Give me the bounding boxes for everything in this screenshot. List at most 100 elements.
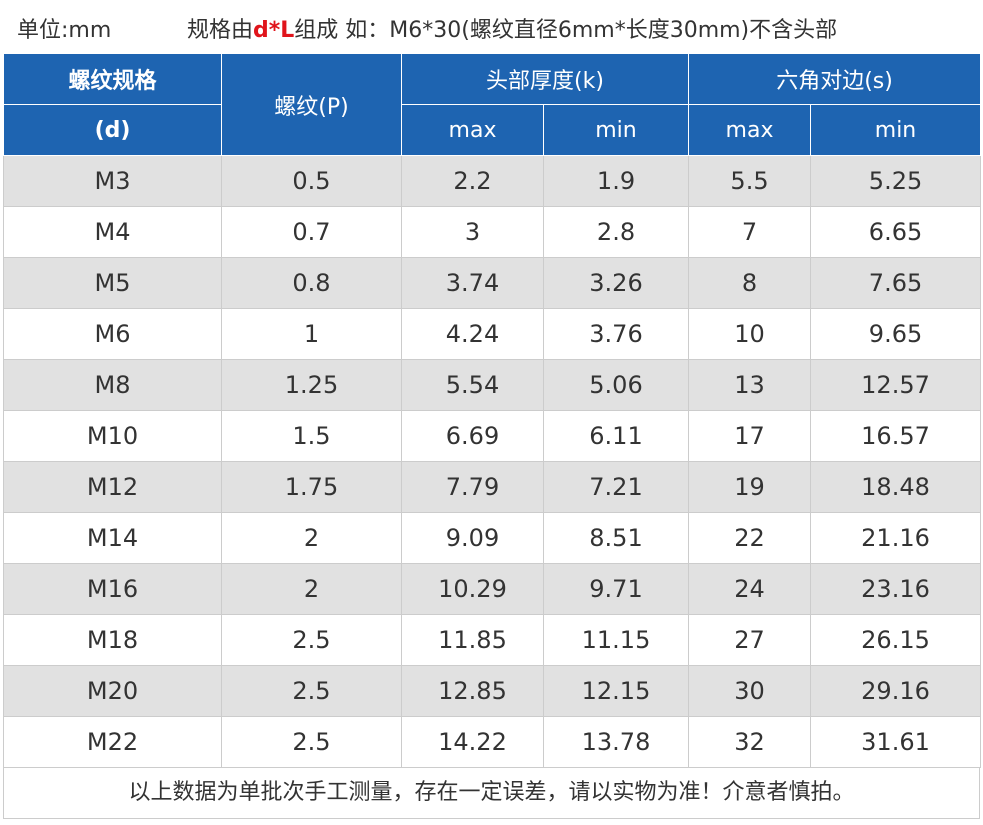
cell-s-min: 18.48 [810,461,982,513]
header-k-min: min [542,104,690,156]
table-row: M16 2 10.29 9.71 24 23.16 [3,563,982,615]
cell-k-max: 4.24 [401,308,544,360]
cell-k-max: 3 [401,206,544,258]
cell-k-min: 2.8 [542,206,690,258]
cell-pitch: 1.25 [221,359,402,411]
cell-k-min: 3.26 [542,257,690,309]
cell-pitch: 0.7 [221,206,402,258]
cell-thread-size: M12 [3,461,222,513]
cell-s-max: 13 [688,359,812,411]
table-row: M18 2.5 11.85 11.15 27 26.15 [3,614,982,666]
cell-s-max: 22 [688,512,812,564]
cell-pitch: 2 [221,563,402,615]
table-body: M3 0.5 2.2 1.9 5.5 5.25 M4 0.7 3 2.8 7 6.65 M5 0.8 3.7… [3,155,982,768]
cell-k-min: 3.76 [542,308,690,360]
cell-s-max: 17 [688,410,812,462]
cell-thread-size: M8 [3,359,222,411]
cell-k-max: 10.29 [401,563,544,615]
cell-thread-size: M10 [3,410,222,462]
disclaimer-footer: 以上数据为单批次手工测量，存在一定误差，请以实物为准！介意者慎拍。 [3,768,980,819]
cell-pitch: 2.5 [221,665,402,717]
cell-s-min: 29.16 [810,665,982,717]
cell-thread-size: M18 [3,614,222,666]
cell-s-max: 7 [688,206,812,258]
table-row: M8 1.25 5.54 5.06 13 12.57 [3,359,982,411]
cell-s-max: 10 [688,308,812,360]
cell-thread-size: M4 [3,206,222,258]
cell-pitch: 2 [221,512,402,564]
cell-pitch: 1.75 [221,461,402,513]
cell-k-max: 6.69 [401,410,544,462]
cell-k-min: 6.11 [542,410,690,462]
cell-k-max: 7.79 [401,461,544,513]
cell-k-max: 9.09 [401,512,544,564]
table-row: M3 0.5 2.2 1.9 5.5 5.25 [3,155,982,207]
spec-description: 规格由d*L组成 如：M6*30(螺纹直径6mm*长度30mm)不含头部 [187,12,837,44]
cell-k-min: 12.15 [542,665,690,717]
header-s-max: max [688,104,812,156]
cell-s-max: 32 [688,716,812,768]
header-thread-size: 螺纹规格 [3,53,222,105]
cell-thread-size: M20 [3,665,222,717]
cell-k-min: 9.71 [542,563,690,615]
cell-k-max: 11.85 [401,614,544,666]
cell-pitch: 2.5 [221,716,402,768]
cell-s-max: 27 [688,614,812,666]
cell-thread-size: M5 [3,257,222,309]
spec-highlight: d*L [253,18,295,43]
cell-s-min: 12.57 [810,359,982,411]
cell-s-min: 7.65 [810,257,982,309]
dimension-table: 螺纹规格 螺纹(P) 头部厚度(k) 六角对边(s) (d) max min m… [3,53,982,768]
header-across-flats: 六角对边(s) [688,53,982,105]
cell-k-min: 8.51 [542,512,690,564]
cell-pitch: 0.8 [221,257,402,309]
header-s-min: min [810,104,982,156]
cell-pitch: 1.5 [221,410,402,462]
cell-k-min: 1.9 [542,155,690,207]
cell-thread-size: M22 [3,716,222,768]
cell-s-max: 5.5 [688,155,812,207]
cell-pitch: 2.5 [221,614,402,666]
cell-k-min: 11.15 [542,614,690,666]
table-row: M20 2.5 12.85 12.15 30 29.16 [3,665,982,717]
cell-k-max: 5.54 [401,359,544,411]
cell-thread-size: M3 [3,155,222,207]
cell-k-max: 3.74 [401,257,544,309]
table-row: M4 0.7 3 2.8 7 6.65 [3,206,982,258]
header-thread-size-symbol: (d) [3,104,222,156]
cell-s-min: 9.65 [810,308,982,360]
cell-s-min: 5.25 [810,155,982,207]
cell-k-max: 12.85 [401,665,544,717]
spec-sheet: 单位:mm 规格由d*L组成 如：M6*30(螺纹直径6mm*长度30mm)不含… [3,3,982,819]
cell-k-min: 7.21 [542,461,690,513]
header-pitch: 螺纹(P) [221,53,402,156]
unit-and-spec-line: 单位:mm 规格由d*L组成 如：M6*30(螺纹直径6mm*长度30mm)不含… [3,3,980,53]
header-k-max: max [401,104,544,156]
unit-label: 单位:mm [17,18,112,43]
table-row: M14 2 9.09 8.51 22 21.16 [3,512,982,564]
cell-pitch: 0.5 [221,155,402,207]
cell-s-min: 21.16 [810,512,982,564]
cell-k-min: 13.78 [542,716,690,768]
cell-s-max: 8 [688,257,812,309]
cell-k-max: 14.22 [401,716,544,768]
header-head-thickness: 头部厚度(k) [400,53,690,105]
table-row: M10 1.5 6.69 6.11 17 16.57 [3,410,982,462]
cell-thread-size: M14 [3,512,222,564]
cell-k-min: 5.06 [542,359,690,411]
cell-k-max: 2.2 [401,155,544,207]
cell-thread-size: M6 [3,308,222,360]
table-row: M5 0.8 3.74 3.26 8 7.65 [3,257,982,309]
cell-s-max: 24 [688,563,812,615]
cell-s-max: 19 [688,461,812,513]
cell-s-min: 16.57 [810,410,982,462]
spec-suffix: 组成 如：M6*30(螺纹直径6mm*长度30mm)不含头部 [294,18,838,43]
table-row: M22 2.5 14.22 13.78 32 31.61 [3,716,982,768]
cell-s-min: 31.61 [810,716,982,768]
table-row: M12 1.75 7.79 7.21 19 18.48 [3,461,982,513]
table-row: M6 1 4.24 3.76 10 9.65 [3,308,982,360]
spec-prefix: 规格由 [187,18,254,43]
cell-s-min: 26.15 [810,614,982,666]
cell-s-min: 6.65 [810,206,982,258]
cell-thread-size: M16 [3,563,222,615]
